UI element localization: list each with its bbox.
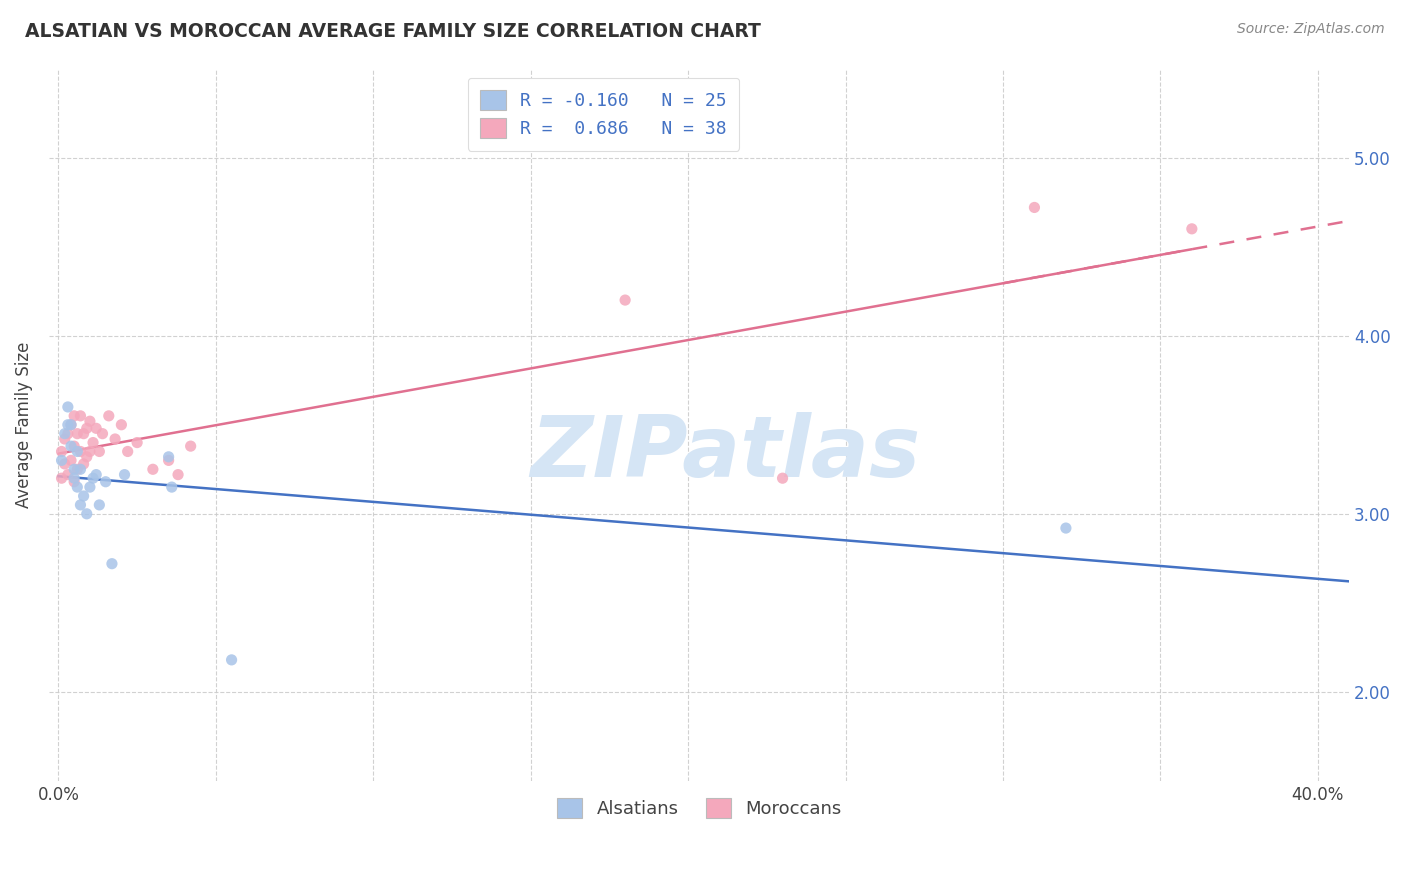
Point	[101, 557, 124, 571]
Point	[89, 444, 111, 458]
Point	[79, 444, 101, 458]
Point	[56, 400, 79, 414]
Point	[60, 417, 83, 432]
Point	[56, 426, 79, 441]
Point	[157, 450, 180, 464]
Point	[76, 450, 98, 464]
Point	[53, 457, 76, 471]
Point	[56, 417, 79, 432]
Point	[614, 293, 637, 307]
Point	[82, 471, 104, 485]
Text: ALSATIAN VS MOROCCAN AVERAGE FAMILY SIZE CORRELATION CHART: ALSATIAN VS MOROCCAN AVERAGE FAMILY SIZE…	[25, 22, 761, 41]
Point	[772, 471, 794, 485]
Point	[66, 444, 89, 458]
Point	[221, 653, 243, 667]
Point	[79, 480, 101, 494]
Point	[110, 417, 132, 432]
Point	[167, 467, 190, 482]
Point	[60, 453, 83, 467]
Point	[72, 489, 94, 503]
Point	[84, 421, 107, 435]
Point	[89, 498, 111, 512]
Point	[69, 462, 91, 476]
Text: ZIPatlas: ZIPatlas	[530, 412, 921, 495]
Point	[66, 462, 89, 476]
Point	[97, 409, 120, 423]
Point	[76, 507, 98, 521]
Point	[51, 453, 73, 467]
Point	[56, 467, 79, 482]
Point	[76, 421, 98, 435]
Point	[69, 498, 91, 512]
Point	[1054, 521, 1077, 535]
Point	[82, 435, 104, 450]
Point	[66, 426, 89, 441]
Point	[104, 432, 127, 446]
Point	[114, 467, 136, 482]
Point	[160, 480, 183, 494]
Point	[63, 439, 86, 453]
Point	[63, 475, 86, 489]
Point	[53, 426, 76, 441]
Legend: Alsatians, Moroccans: Alsatians, Moroccans	[550, 791, 849, 825]
Point	[60, 439, 83, 453]
Point	[1181, 222, 1204, 236]
Point	[72, 457, 94, 471]
Point	[1024, 201, 1046, 215]
Point	[60, 417, 83, 432]
Y-axis label: Average Family Size: Average Family Size	[15, 342, 32, 508]
Point	[51, 444, 73, 458]
Point	[63, 471, 86, 485]
Point	[53, 432, 76, 446]
Point	[72, 426, 94, 441]
Point	[91, 426, 114, 441]
Point	[66, 480, 89, 494]
Point	[127, 435, 149, 450]
Point	[117, 444, 139, 458]
Point	[69, 444, 91, 458]
Point	[84, 467, 107, 482]
Point	[180, 439, 202, 453]
Point	[63, 409, 86, 423]
Point	[63, 462, 86, 476]
Point	[142, 462, 165, 476]
Point	[94, 475, 117, 489]
Text: Source: ZipAtlas.com: Source: ZipAtlas.com	[1237, 22, 1385, 37]
Point	[51, 471, 73, 485]
Point	[157, 453, 180, 467]
Point	[69, 409, 91, 423]
Point	[79, 414, 101, 428]
